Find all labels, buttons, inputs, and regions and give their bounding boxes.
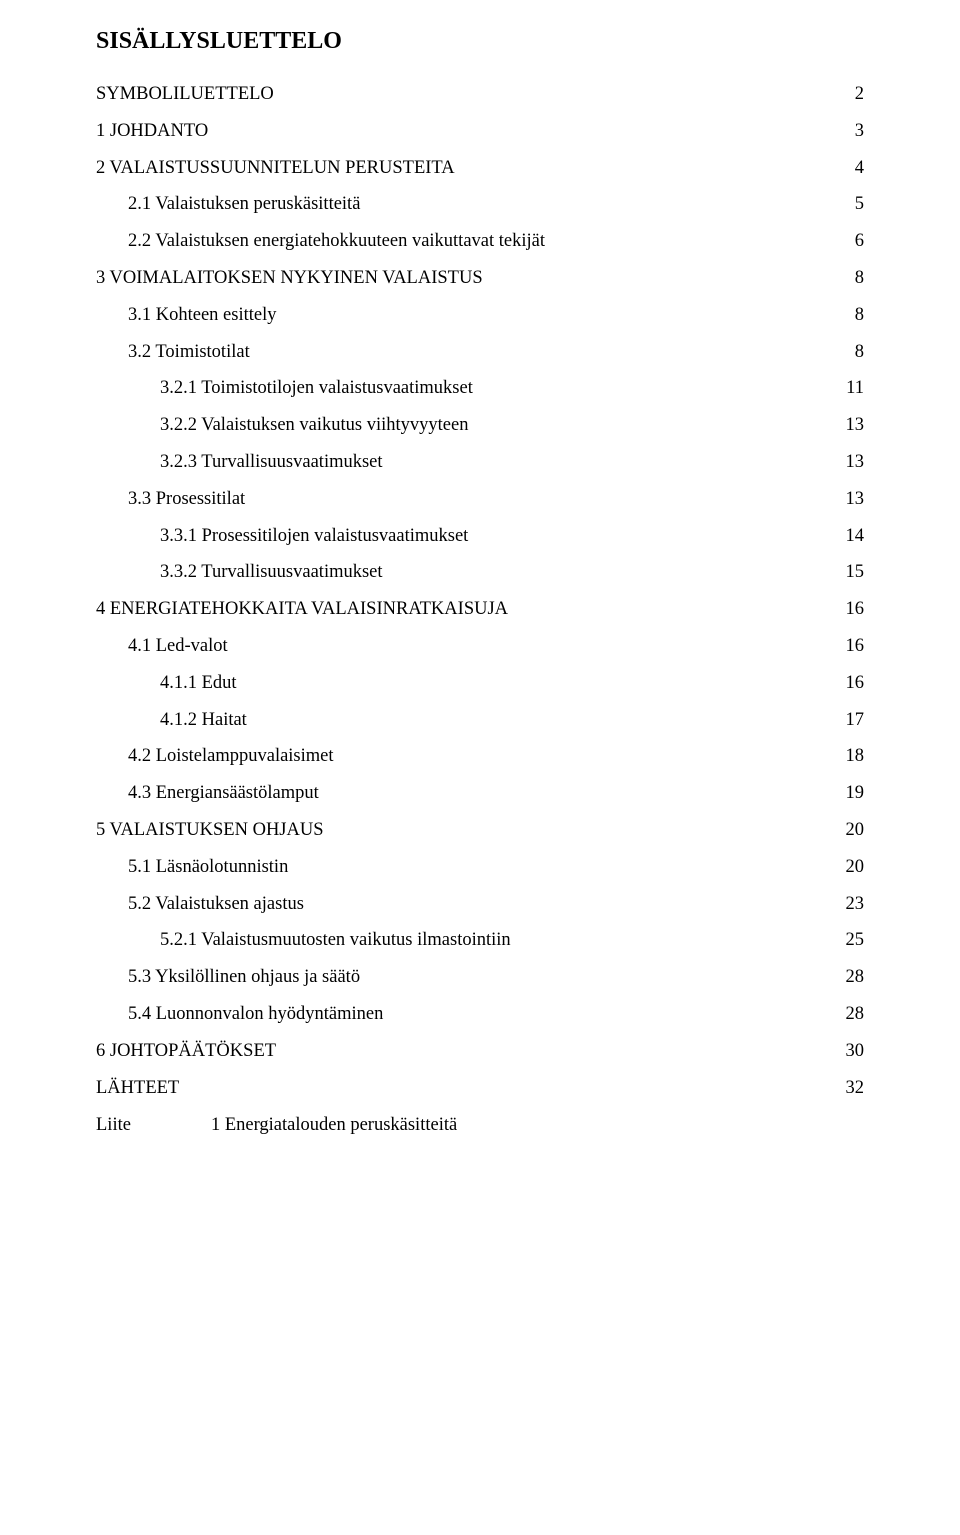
toc-page-number: 5 bbox=[855, 195, 864, 214]
appendix-text: 1 Energiatalouden peruskäsitteitä bbox=[211, 1115, 864, 1136]
toc-page-number: 19 bbox=[846, 784, 865, 803]
toc-entry-label: 4.1.2 Haitat bbox=[160, 711, 247, 730]
toc-row: 3 VOIMALAITOKSEN NYKYINEN VALAISTUS 8 bbox=[96, 269, 864, 288]
toc-page-number: 13 bbox=[846, 416, 865, 435]
toc-row: 5.3 Yksilöllinen ohjaus ja säätö 28 bbox=[96, 968, 864, 987]
toc-page-number: 16 bbox=[846, 600, 865, 619]
toc-page-number: 2 bbox=[855, 85, 864, 104]
toc-entry-label: 3.2.3 Turvallisuusvaatimukset bbox=[160, 453, 383, 472]
toc-entry-label: 5 VALAISTUKSEN OHJAUS bbox=[96, 821, 324, 840]
toc-entry-label: 3.3.1 Prosessitilojen valaistusvaatimuks… bbox=[160, 527, 468, 546]
toc-entry-label: 3.2.1 Toimistotilojen valaistusvaatimuks… bbox=[160, 379, 473, 398]
toc-page-number: 16 bbox=[846, 637, 865, 656]
toc-row: 5.1 Läsnäolotunnistin 20 bbox=[96, 858, 864, 877]
toc-row: 3.2.2 Valaistuksen vaikutus viihtyvyytee… bbox=[96, 416, 864, 435]
toc-entry-label: 5.2.1 Valaistusmuutosten vaikutus ilmast… bbox=[160, 931, 511, 950]
toc-row: 2.1 Valaistuksen peruskäsitteitä 5 bbox=[96, 195, 864, 214]
toc-row: 4.2 Loistelamppuvalaisimet 18 bbox=[96, 747, 864, 766]
toc-row: SYMBOLILUETTELO 2 bbox=[96, 85, 864, 104]
toc-page-number: 30 bbox=[846, 1042, 865, 1061]
toc-entry-label: 4.2 Loistelamppuvalaisimet bbox=[128, 747, 334, 766]
toc-row: 4.3 Energiansäästölamput 19 bbox=[96, 784, 864, 803]
toc-page-number: 25 bbox=[846, 931, 865, 950]
toc-row: 2.2 Valaistuksen energiatehokkuuteen vai… bbox=[96, 232, 864, 251]
toc-page-number: 8 bbox=[855, 343, 864, 362]
toc-row: 5 VALAISTUKSEN OHJAUS 20 bbox=[96, 821, 864, 840]
toc-row: 4 ENERGIATEHOKKAITA VALAISINRATKAISUJA 16 bbox=[96, 600, 864, 619]
toc-row: 5.4 Luonnonvalon hyödyntäminen 28 bbox=[96, 1005, 864, 1024]
toc-entry-label: 3.3 Prosessitilat bbox=[128, 490, 245, 509]
toc-page-number: 28 bbox=[846, 968, 865, 987]
toc-page-number: 3 bbox=[855, 122, 864, 141]
toc-page-number: 32 bbox=[846, 1079, 865, 1098]
toc-entry-label: 6 JOHTOPÄÄTÖKSET bbox=[96, 1042, 276, 1061]
toc-page-number: 8 bbox=[855, 269, 864, 288]
toc-row: 3.3.1 Prosessitilojen valaistusvaatimuks… bbox=[96, 527, 864, 546]
toc-entry-label: SYMBOLILUETTELO bbox=[96, 85, 274, 104]
toc-entry-label: 3 VOIMALAITOKSEN NYKYINEN VALAISTUS bbox=[96, 269, 483, 288]
toc-entry-label: 2 VALAISTUSSUUNNITELUN PERUSTEITA bbox=[96, 159, 455, 178]
toc-row: 4.1.2 Haitat 17 bbox=[96, 711, 864, 730]
toc-row: 2 VALAISTUSSUUNNITELUN PERUSTEITA 4 bbox=[96, 159, 864, 178]
toc-entry-label: 4.1.1 Edut bbox=[160, 674, 237, 693]
toc-row: 3.2.1 Toimistotilojen valaistusvaatimuks… bbox=[96, 379, 864, 398]
toc-row: 5.2 Valaistuksen ajastus 23 bbox=[96, 895, 864, 914]
toc-page-number: 15 bbox=[846, 563, 865, 582]
toc-page-number: 17 bbox=[846, 711, 865, 730]
toc-entry-label: 3.2 Toimistotilat bbox=[128, 343, 250, 362]
toc-row: 3.3.2 Turvallisuusvaatimukset 15 bbox=[96, 563, 864, 582]
toc-page-number: 8 bbox=[855, 306, 864, 325]
toc-entry-label: 5.4 Luonnonvalon hyödyntäminen bbox=[128, 1005, 383, 1024]
toc-entry-label: 2.1 Valaistuksen peruskäsitteitä bbox=[128, 195, 360, 214]
toc-entry-label: 4.1 Led-valot bbox=[128, 637, 228, 656]
toc-entry-label: 3.1 Kohteen esittely bbox=[128, 306, 276, 325]
toc-row: 3.2 Toimistotilat 8 bbox=[96, 343, 864, 362]
toc-row: 5.2.1 Valaistusmuutosten vaikutus ilmast… bbox=[96, 931, 864, 950]
toc-entry-label: 5.2 Valaistuksen ajastus bbox=[128, 895, 304, 914]
toc-page-number: 13 bbox=[846, 453, 865, 472]
toc-row: 1 JOHDANTO 3 bbox=[96, 122, 864, 141]
toc-page-number: 18 bbox=[846, 747, 865, 766]
toc-entry-label: LÄHTEET bbox=[96, 1079, 179, 1098]
page-title: SISÄLLYSLUETTELO bbox=[96, 28, 864, 55]
toc-entry-label: 5.3 Yksilöllinen ohjaus ja säätö bbox=[128, 968, 360, 987]
toc-row: 4.1.1 Edut 16 bbox=[96, 674, 864, 693]
toc-row: 6 JOHTOPÄÄTÖKSET 30 bbox=[96, 1042, 864, 1061]
toc-page-number: 6 bbox=[855, 232, 864, 251]
toc-row: 3.1 Kohteen esittely 8 bbox=[96, 306, 864, 325]
toc-entry-label: 3.2.2 Valaistuksen vaikutus viihtyvyytee… bbox=[160, 416, 468, 435]
appendix-label: Liite bbox=[96, 1115, 211, 1136]
toc-page-number: 20 bbox=[846, 858, 865, 877]
toc-page-number: 28 bbox=[846, 1005, 865, 1024]
toc-row: 3.2.3 Turvallisuusvaatimukset 13 bbox=[96, 453, 864, 472]
toc-row: 3.3 Prosessitilat 13 bbox=[96, 490, 864, 509]
toc-entry-label: 4 ENERGIATEHOKKAITA VALAISINRATKAISUJA bbox=[96, 600, 508, 619]
toc-list: SYMBOLILUETTELO 2 1 JOHDANTO 3 2 VALAISTUSSU… bbox=[96, 85, 864, 1097]
toc-page-number: 14 bbox=[846, 527, 865, 546]
toc-page-number: 23 bbox=[846, 895, 865, 914]
appendix-row: Liite 1 Energiatalouden peruskäsitteitä bbox=[96, 1115, 864, 1136]
toc-entry-label: 1 JOHDANTO bbox=[96, 122, 208, 141]
toc-page-number: 20 bbox=[846, 821, 865, 840]
toc-row: LÄHTEET 32 bbox=[96, 1079, 864, 1098]
toc-page-number: 16 bbox=[846, 674, 865, 693]
toc-entry-label: 3.3.2 Turvallisuusvaatimukset bbox=[160, 563, 383, 582]
toc-page-number: 13 bbox=[846, 490, 865, 509]
toc-entry-label: 2.2 Valaistuksen energiatehokkuuteen vai… bbox=[128, 232, 545, 251]
toc-entry-label: 4.3 Energiansäästölamput bbox=[128, 784, 319, 803]
toc-page-number: 11 bbox=[846, 379, 864, 398]
toc-entry-label: 5.1 Läsnäolotunnistin bbox=[128, 858, 288, 877]
toc-page-number: 4 bbox=[855, 159, 864, 178]
toc-row: 4.1 Led-valot 16 bbox=[96, 637, 864, 656]
